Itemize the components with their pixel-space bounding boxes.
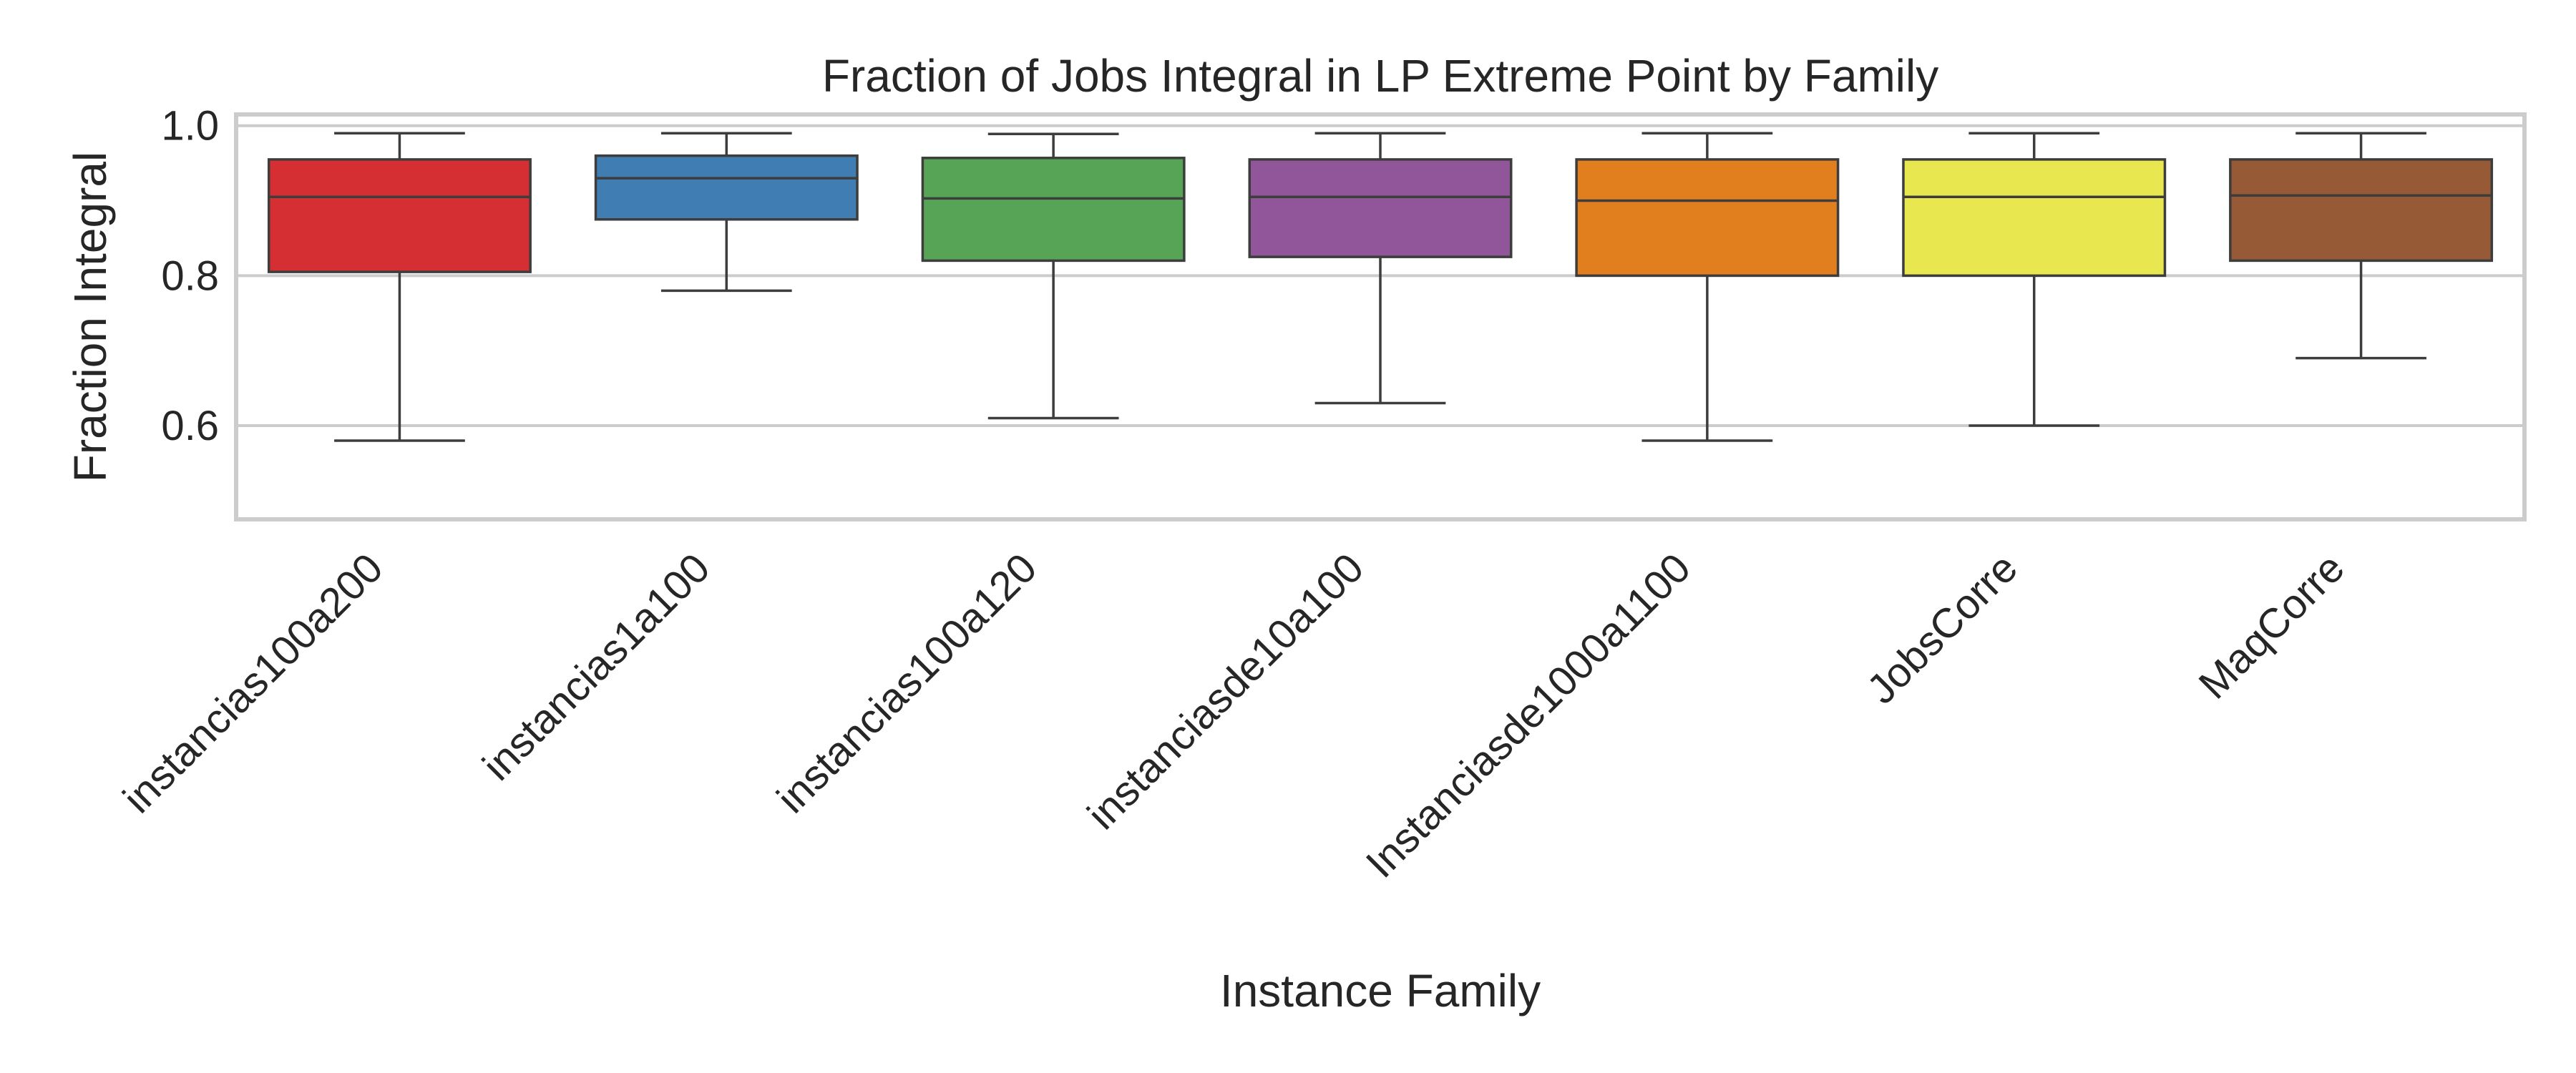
x-tick-label: instanciasde10a100	[1078, 544, 1372, 838]
x-tick-label: Instanciasde1000a1100	[1357, 544, 1699, 886]
y-tick-label: 1.0	[161, 103, 219, 150]
x-axis-ticks: instancias100a200 instancias1a100 instanci…	[114, 544, 2353, 886]
box-iqr	[594, 154, 859, 221]
chart-title: Fraction of Jobs Integral in LP Extreme …	[822, 50, 1938, 102]
box-iqr	[921, 157, 1186, 263]
x-tick-label: instancias100a120	[768, 544, 1045, 822]
box-MaqCorre	[2229, 132, 2494, 360]
box-series	[267, 132, 2494, 442]
box-iqr	[1902, 158, 2167, 278]
x-tick-label: instancias1a100	[474, 544, 718, 789]
box-iqr	[267, 158, 532, 273]
box-iqr	[2229, 158, 2494, 263]
plot-frame	[234, 112, 2527, 521]
box-instancias1a100	[594, 132, 859, 293]
y-tick-label: 0.6	[161, 403, 219, 449]
box-JobsCorre	[1902, 132, 2167, 427]
y-tick-label: 0.8	[161, 253, 219, 299]
y-axis-ticks: 0.6 0.8 1.0	[161, 103, 219, 449]
box-instanciasde10a100	[1248, 132, 1513, 405]
box-iqr	[1248, 158, 1513, 258]
box-instancias100a120	[921, 132, 1186, 420]
x-tick-label: MaqCorre	[2190, 544, 2353, 707]
box-iqr	[1575, 158, 1840, 278]
box-Instanciasde1000a1100	[1575, 132, 1840, 442]
box-instancias100a200	[267, 132, 532, 442]
x-tick-label: JobsCorre	[1858, 544, 2026, 712]
x-tick-label: instancias100a200	[114, 544, 392, 822]
x-axis-label: Instance Family	[1220, 965, 1541, 1016]
y-axis-label: Fraction Integral	[64, 152, 116, 482]
